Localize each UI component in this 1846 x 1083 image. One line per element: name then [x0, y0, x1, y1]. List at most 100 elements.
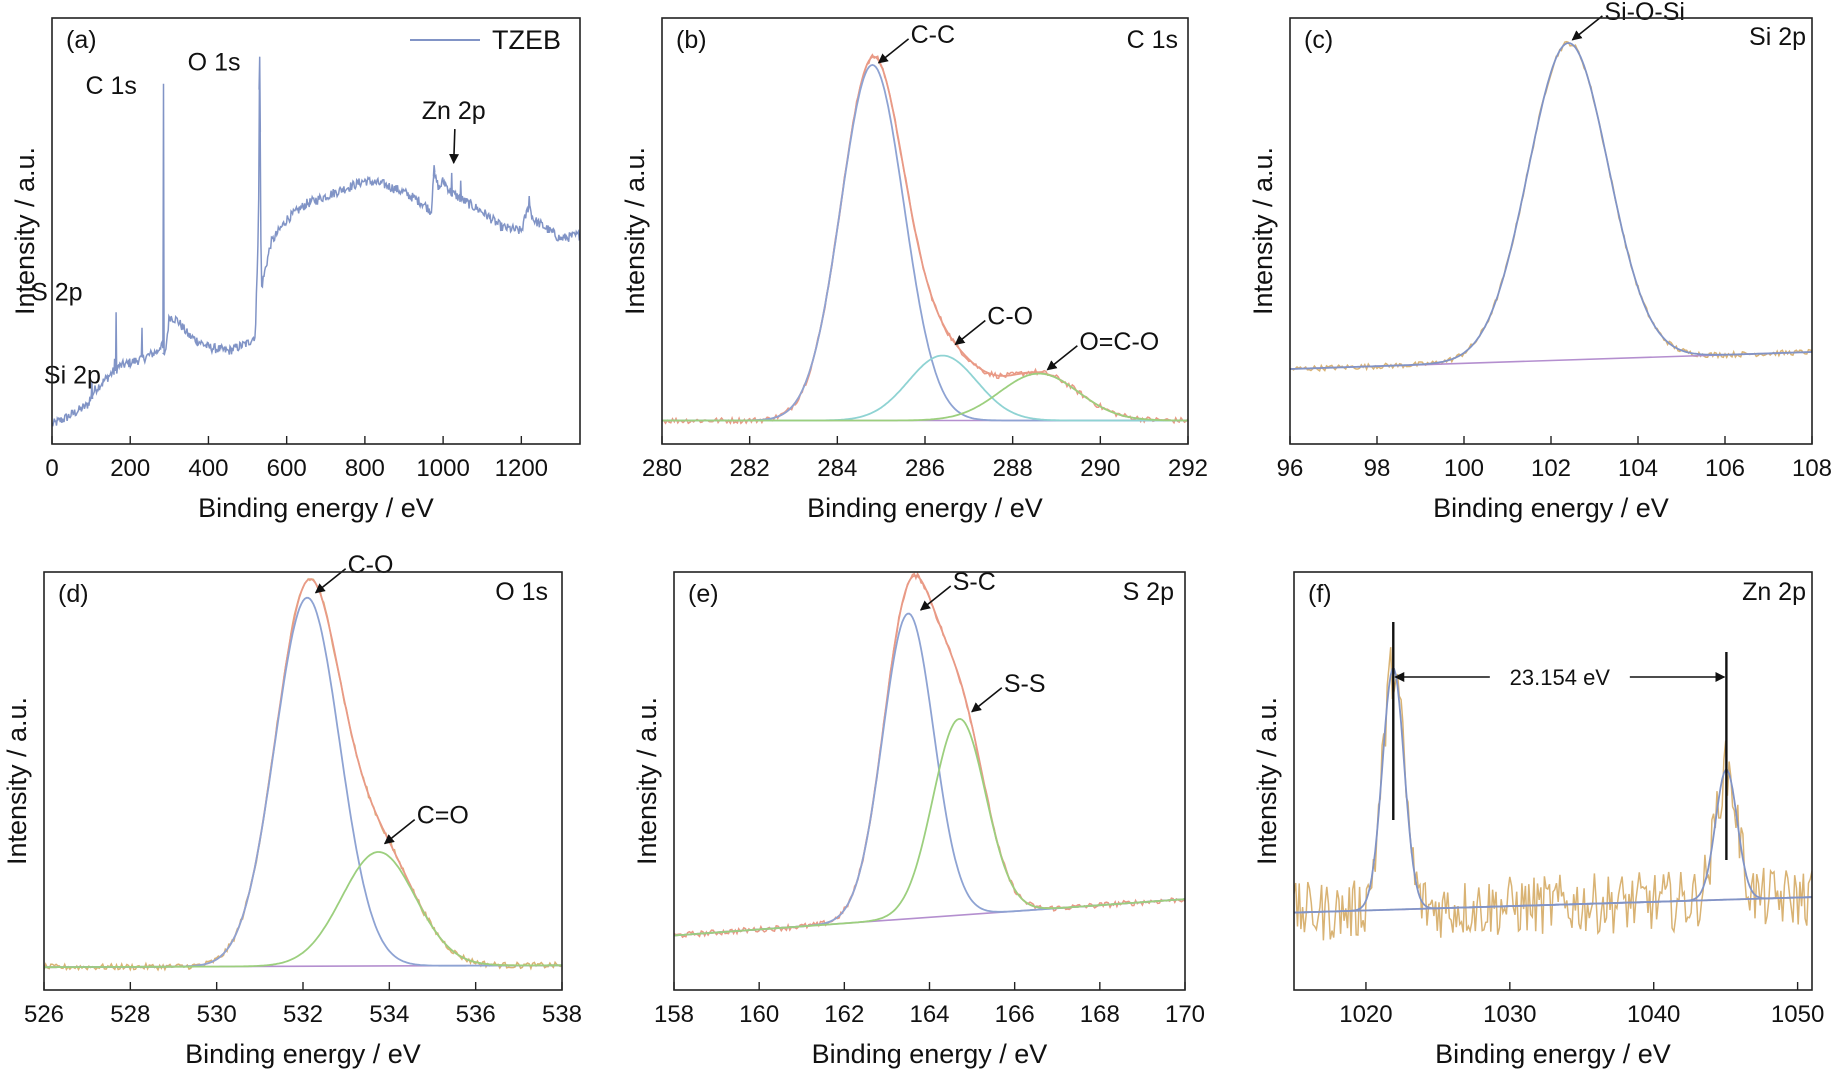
x-tick-label: 526 — [24, 1001, 64, 1028]
x-axis-title: Binding energy / eV — [1435, 1039, 1671, 1069]
x-tick-label: 534 — [369, 1001, 409, 1028]
fit-component-c-o — [44, 851, 562, 969]
annotation-arrow — [971, 687, 1003, 713]
x-tick-label: 1000 — [416, 455, 469, 482]
x-tick-label: 100 — [1444, 455, 1484, 482]
arrow-zn-2p — [449, 129, 460, 165]
panel-letter: (a) — [66, 26, 97, 54]
y-axis-title: Intensity / a.u. — [1248, 147, 1278, 315]
plot-frame — [1293, 571, 1813, 991]
panel-tag: Zn 2p — [1742, 578, 1806, 606]
annotation-c-c: C-C — [911, 21, 955, 49]
raw-spectrum — [662, 53, 1188, 425]
x-tick-label: 530 — [197, 1001, 237, 1028]
annotation-c-o: C-O — [348, 551, 394, 579]
fit-component-s-c — [674, 612, 1185, 937]
x-tick-label: 1050 — [1771, 1001, 1824, 1028]
annotation-o-c-o: O=C-O — [1079, 328, 1159, 356]
peak-label-si-2p: Si 2p — [44, 361, 101, 389]
x-tick-label: 538 — [542, 1001, 582, 1028]
annotation-c-o: C-O — [987, 303, 1033, 331]
splitting-label: 23.154 eV — [1510, 665, 1611, 690]
x-tick-label: 160 — [739, 1001, 779, 1028]
panel-b: C-C C-O O=C-O C 1s 280 282 284 286 288 290 292 Bind… — [620, 17, 1208, 523]
x-tick-label: 600 — [267, 455, 307, 482]
x-tick-label: 280 — [642, 455, 682, 482]
plot-frame — [43, 571, 563, 991]
peak-label-s-2p: S 2p — [31, 278, 82, 306]
y-axis-title: Intensity / a.u. — [620, 147, 650, 315]
annotation-c-o: C=O — [417, 802, 469, 830]
x-tick-label: 290 — [1080, 455, 1120, 482]
annotation-arrow — [1046, 345, 1078, 371]
annotation-arrow — [954, 319, 986, 346]
x-axis-title: Binding energy / eV — [198, 493, 434, 523]
panel-tag: Si 2p — [1749, 23, 1806, 51]
x-tick-label: 162 — [824, 1001, 864, 1028]
fit-envelope — [44, 578, 562, 969]
x-tick-label: 106 — [1705, 455, 1745, 482]
fit-component-si-o-si — [1290, 42, 1812, 370]
plot-frame — [1289, 17, 1813, 445]
x-tick-label: 108 — [1792, 455, 1832, 482]
x-tick-label: 800 — [345, 455, 385, 482]
annotation-s-s: S-S — [1004, 670, 1046, 698]
peak-label-o-1s: O 1s — [188, 49, 241, 77]
x-tick-label: 400 — [188, 455, 228, 482]
plot-area — [662, 53, 1188, 425]
series-line-tzeb — [52, 56, 580, 427]
x-tick-label: 1040 — [1627, 1001, 1680, 1028]
panel-letter: (f) — [1308, 580, 1332, 608]
annotation-arrow — [919, 585, 952, 611]
x-axis-title: Binding energy / eV — [812, 1039, 1048, 1069]
x-tick-label: 0 — [45, 455, 58, 482]
x-axis-title: Binding energy / eV — [807, 493, 1043, 523]
y-axis-title: Intensity / a.u. — [632, 697, 662, 865]
y-axis-title: Intensity / a.u. — [10, 147, 40, 315]
panel-letter: (e) — [688, 580, 719, 608]
raw-spectrum — [674, 572, 1185, 939]
fit-component-o-c-o — [662, 372, 1188, 422]
annotation-arrow — [383, 818, 416, 845]
x-tick-label: 288 — [993, 455, 1033, 482]
x-tick-label: 164 — [909, 1001, 949, 1028]
peak-label-zn-2p: Zn 2p — [422, 97, 486, 125]
panel-tag: S 2p — [1123, 578, 1174, 606]
x-tick-label: 102 — [1531, 455, 1571, 482]
panel-tag: O 1s — [495, 578, 548, 606]
fit-component-s-s — [674, 717, 1185, 937]
legend-entry: TZEB — [492, 25, 561, 55]
plot-area — [1290, 40, 1812, 372]
raw-spectrum — [44, 577, 562, 972]
y-axis-title: Intensity / a.u. — [1252, 697, 1282, 865]
panel-letter: (c) — [1304, 26, 1333, 54]
x-tick-label: 96 — [1277, 455, 1304, 482]
raw-spectrum — [1290, 40, 1812, 372]
x-tick-label: 1200 — [495, 455, 548, 482]
fit-component-c-o — [44, 596, 562, 969]
panel-a: Si 2p S 2p C 1s O 1s Zn 2p TZEB 0 200 400 600 800 1… — [10, 17, 581, 523]
plot-frame — [661, 17, 1189, 445]
panel-c: Si-O-Si Si 2p 96 98 100 102 104 106 108 Binding e… — [1248, 0, 1832, 523]
y-axis-title: Intensity / a.u. — [2, 697, 32, 865]
x-tick-label: 1020 — [1339, 1001, 1392, 1028]
fit-component-c-c — [662, 63, 1188, 422]
x-tick-label: 200 — [110, 455, 150, 482]
fit-envelope — [662, 55, 1188, 422]
plot-frame — [673, 571, 1186, 991]
x-tick-label: 104 — [1618, 455, 1658, 482]
plot-frame — [51, 17, 581, 445]
x-axis-title: Binding energy / eV — [185, 1039, 421, 1069]
annotation-arrow — [877, 38, 910, 64]
raw-spectrum — [1294, 647, 1812, 941]
panel-f: 23.154 eV Zn 2p 1020 1030 1040 1050 Binding en… — [1252, 571, 1824, 1069]
x-tick-label: 284 — [817, 455, 857, 482]
fit-envelope — [674, 574, 1185, 937]
x-tick-label: 98 — [1364, 455, 1391, 482]
panel-tag: C 1s — [1127, 26, 1178, 54]
x-tick-label: 292 — [1168, 455, 1208, 482]
panel-d: C-O C=O O 1s 526 528 530 532 534 536 538 Binding e… — [2, 551, 582, 1069]
x-tick-label: 528 — [110, 1001, 150, 1028]
